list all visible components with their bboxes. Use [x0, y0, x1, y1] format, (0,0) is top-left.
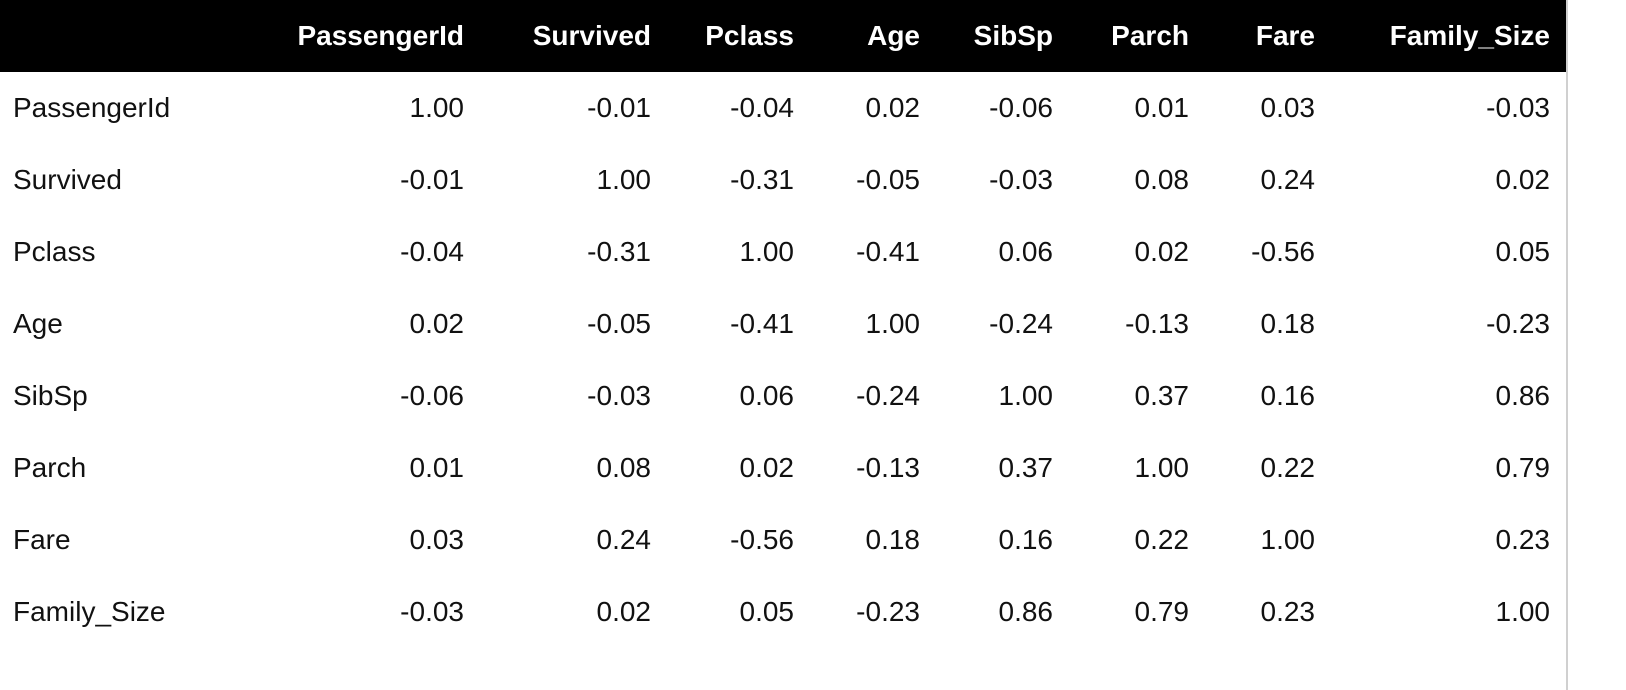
table-row: Parch 0.01 0.08 0.02 -0.13 0.37 1.00 0.2…: [0, 432, 1566, 504]
table-cell: -0.24: [856, 380, 920, 411]
table-cell: 0.06: [998, 236, 1054, 267]
table-cell: 0.18: [865, 524, 921, 555]
table-row: Age 0.02 -0.05 -0.41 1.00 -0.24 -0.13 0.…: [0, 288, 1566, 360]
table-cell: -0.56: [1251, 236, 1315, 267]
table-cell: 1.00: [1495, 596, 1551, 627]
row-label: Family_Size: [13, 596, 166, 627]
table-cell: 0.02: [1495, 164, 1551, 195]
table-cell: 0.37: [1134, 380, 1190, 411]
table-cell: -0.06: [400, 380, 464, 411]
table-row: Family_Size -0.03 0.02 0.05 -0.23 0.86 0…: [0, 576, 1566, 648]
table-cell: -0.05: [856, 164, 920, 195]
table-cell: -0.01: [587, 92, 651, 123]
table-cell: -0.06: [989, 92, 1053, 123]
table-cell: 0.79: [1134, 596, 1190, 627]
column-header: Age: [867, 20, 920, 51]
table-cell: 1.00: [1134, 452, 1190, 483]
table-cell: 0.24: [596, 524, 652, 555]
column-header: Family_Size: [1389, 20, 1550, 51]
table-cell: -0.05: [587, 308, 651, 339]
correlation-table-container: PassengerId Survived Pclass Age SibSp Pa…: [0, 0, 1568, 690]
table-cell: 0.16: [1260, 380, 1316, 411]
table-cell: -0.23: [856, 596, 920, 627]
table-cell: 0.22: [1260, 452, 1316, 483]
table-cell: 0.02: [739, 452, 795, 483]
table-cell: 0.24: [1260, 164, 1316, 195]
table-cell: 0.02: [409, 308, 465, 339]
table-cell: 0.79: [1495, 452, 1551, 483]
table-cell: 1.00: [865, 308, 921, 339]
table-cell: 0.08: [596, 452, 652, 483]
table-cell: 0.08: [1134, 164, 1190, 195]
table-cell: 0.23: [1260, 596, 1316, 627]
table-cell: -0.31: [587, 236, 651, 267]
column-header: Parch: [1111, 20, 1189, 51]
column-header: SibSp: [973, 20, 1053, 51]
table-cell: 0.03: [1260, 92, 1316, 123]
table-row: PassengerId 1.00 -0.01 -0.04 0.02 -0.06 …: [0, 72, 1566, 144]
table-cell: -0.03: [989, 164, 1053, 195]
row-label: Age: [13, 308, 63, 339]
column-header: PassengerId: [297, 20, 464, 51]
row-label: Fare: [13, 524, 71, 555]
corner-header-cell: [0, 0, 285, 72]
table-row: Survived -0.01 1.00 -0.31 -0.05 -0.03 0.…: [0, 144, 1566, 216]
column-header: Pclass: [705, 20, 794, 51]
table-cell: 0.86: [1495, 380, 1551, 411]
table-cell: -0.41: [856, 236, 920, 267]
table-cell: -0.13: [1125, 308, 1189, 339]
table-cell: 0.37: [998, 452, 1054, 483]
table-cell: -0.31: [730, 164, 794, 195]
table-cell: 0.01: [1134, 92, 1190, 123]
table-row: Fare 0.03 0.24 -0.56 0.18 0.16 0.22 1.00…: [0, 504, 1566, 576]
table-cell: 1.00: [409, 92, 465, 123]
table-cell: -0.13: [856, 452, 920, 483]
row-label: Parch: [13, 452, 87, 483]
table-cell: -0.56: [730, 524, 794, 555]
table-cell: 0.01: [409, 452, 465, 483]
table-cell: 0.16: [998, 524, 1054, 555]
table-cell: -0.01: [400, 164, 464, 195]
table-cell: 0.03: [409, 524, 465, 555]
row-label: PassengerId: [13, 92, 171, 123]
table-cell: -0.24: [989, 308, 1053, 339]
table-row: Pclass -0.04 -0.31 1.00 -0.41 0.06 0.02 …: [0, 216, 1566, 288]
row-label: Survived: [13, 164, 122, 195]
table-cell: -0.04: [730, 92, 794, 123]
table-cell: 1.00: [998, 380, 1054, 411]
table-cell: 1.00: [596, 164, 652, 195]
table-cell: 0.02: [1134, 236, 1190, 267]
table-cell: 1.00: [1260, 524, 1316, 555]
table-cell: -0.03: [1486, 92, 1550, 123]
table-cell: 0.05: [1495, 236, 1551, 267]
table-cell: 0.18: [1260, 308, 1316, 339]
table-cell: -0.04: [400, 236, 464, 267]
table-cell: 0.23: [1495, 524, 1551, 555]
column-header: Fare: [1255, 20, 1315, 51]
table-cell: -0.03: [400, 596, 464, 627]
table-cell: 0.06: [739, 380, 795, 411]
table-cell: 0.02: [596, 596, 652, 627]
table-cell: 0.05: [739, 596, 795, 627]
table-cell: 0.22: [1134, 524, 1190, 555]
table-cell: -0.23: [1486, 308, 1550, 339]
row-label: Pclass: [13, 236, 96, 267]
table-cell: -0.41: [730, 308, 794, 339]
column-header: Survived: [532, 20, 651, 51]
table-cell: 1.00: [739, 236, 795, 267]
table-cell: 0.86: [998, 596, 1054, 627]
header-row: PassengerId Survived Pclass Age SibSp Pa…: [0, 0, 1566, 72]
table-cell: -0.03: [587, 380, 651, 411]
row-label: SibSp: [13, 380, 88, 411]
correlation-table: PassengerId Survived Pclass Age SibSp Pa…: [0, 0, 1566, 648]
table-cell: 0.02: [865, 92, 921, 123]
table-row: SibSp -0.06 -0.03 0.06 -0.24 1.00 0.37 0…: [0, 360, 1566, 432]
